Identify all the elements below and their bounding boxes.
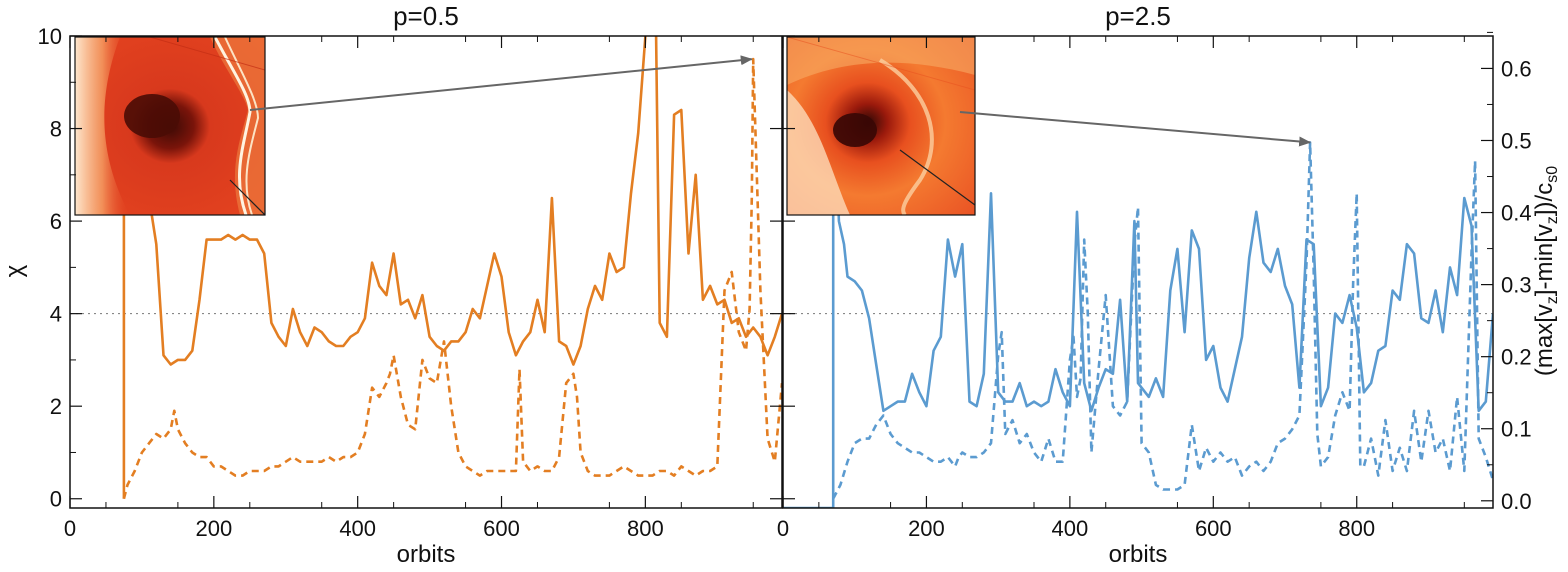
left-y-label: χ — [1, 264, 28, 277]
x-tick-label: 0 — [64, 516, 76, 541]
left-chi-series — [122, 36, 782, 499]
left-inset-image — [75, 37, 265, 215]
left-vz-series — [122, 57, 782, 500]
right-title: p=2.5 — [1105, 1, 1171, 31]
y2-tick-label: 0.1 — [1501, 417, 1532, 442]
x-tick-label: 600 — [483, 516, 520, 541]
left-x-label: orbits — [397, 541, 456, 568]
right-vz-series — [832, 141, 1493, 500]
right-inset-frame — [786, 36, 976, 216]
y-tick-label: 6 — [50, 209, 62, 234]
y-tick-label: 2 — [50, 394, 62, 419]
y2-tick-label: 0.4 — [1501, 201, 1532, 226]
right-x-label: orbits — [1109, 541, 1168, 568]
y2-tick-label: 0.5 — [1501, 128, 1532, 153]
x-tick-label: 200 — [908, 516, 945, 541]
x-tick-label: 800 — [627, 516, 664, 541]
y2-tick-label: 0.0 — [1501, 489, 1532, 514]
y2-tick-label: 0.6 — [1501, 56, 1532, 81]
y-tick-label: 0 — [50, 487, 62, 512]
x-tick-label: 400 — [1052, 516, 1089, 541]
left-inset-frame — [74, 36, 266, 216]
right-y-label: (max[vz]-min[vz])/cs0 — [1531, 166, 1561, 376]
x-tick-label: 0 — [777, 516, 789, 541]
right-plot-frame — [782, 35, 1494, 509]
axis-ticks: 0 200 400 600 800 0 2 4 6 8 10 0 200 400 600 800 0.0 0.1 0… — [38, 24, 1532, 541]
right-chi-series — [783, 36, 1493, 508]
right-inset-image — [787, 37, 975, 215]
left-title: p=0.5 — [393, 1, 459, 31]
y-tick-label: 4 — [50, 302, 62, 327]
y2-tick-label: 0.3 — [1501, 273, 1532, 298]
x-tick-label: 200 — [195, 516, 232, 541]
x-tick-label: 800 — [1338, 516, 1375, 541]
left-inset-arrow — [249, 55, 753, 111]
y-tick-label: 8 — [50, 117, 62, 142]
x-tick-label: 400 — [339, 516, 376, 541]
x-tick-label: 600 — [1195, 516, 1232, 541]
y-tick-label: 10 — [38, 24, 62, 49]
y2-tick-label: 0.2 — [1501, 345, 1532, 370]
right-inset-arrow — [959, 111, 1312, 147]
left-plot-frame — [69, 35, 783, 509]
